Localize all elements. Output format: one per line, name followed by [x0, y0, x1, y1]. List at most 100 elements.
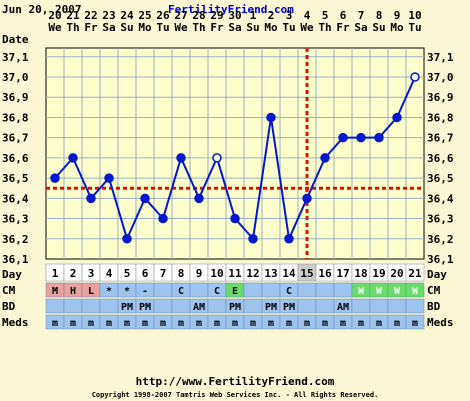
cm-value: E: [232, 286, 238, 297]
cm-value: L: [88, 286, 94, 297]
bd-cell: [81, 298, 101, 314]
day-cell: [405, 263, 425, 282]
meds-value: m: [286, 318, 292, 329]
temperature-point: [392, 112, 402, 123]
weekday-label: Th: [318, 21, 331, 34]
day-number: 19: [372, 267, 385, 280]
date-number: 22: [84, 9, 97, 22]
weekday-label: We: [174, 21, 188, 34]
cm-cell: [405, 282, 425, 298]
date-number: 5: [322, 9, 329, 22]
weekday-label: Th: [192, 21, 205, 34]
meds-value: m: [358, 318, 364, 329]
bd-value: PM: [265, 302, 277, 313]
cm-cell: [333, 282, 353, 298]
meds-value: m: [250, 318, 256, 329]
temperature-point: [374, 132, 384, 143]
weekday-label: Tu: [156, 21, 169, 34]
y-tick-label-right: 36,9: [427, 91, 454, 104]
bd-cell: [153, 298, 173, 314]
day-number: 20: [390, 267, 403, 280]
bd-cell: [63, 298, 83, 314]
footer-copyright: Copyright 1998-2007 Tamtris Web Services…: [91, 391, 379, 399]
temperature-point: [320, 153, 330, 163]
bd-value: PM: [139, 302, 151, 313]
footer-url[interactable]: http://www.FertilityFriend.com: [135, 375, 335, 388]
temperature-point: [284, 234, 294, 244]
meds-value: m: [88, 318, 94, 329]
cm-cell: [243, 282, 263, 298]
bd-cell: [243, 298, 263, 314]
cm-value: C: [286, 286, 292, 297]
weekday-label: Tu: [282, 21, 295, 34]
day-number: 21: [408, 267, 422, 280]
meds-value: m: [394, 318, 400, 329]
day-number: 14: [282, 267, 296, 280]
day-row-label: Day: [2, 268, 22, 281]
bd-cell: [351, 298, 371, 314]
cm-value: *: [106, 286, 112, 297]
bd-cell: [369, 298, 389, 314]
day-row-label-right: Day: [427, 268, 447, 281]
date-row-label: Date: [2, 33, 29, 46]
bd-cell: [207, 298, 227, 314]
day-number: 15: [300, 267, 313, 280]
day-number: 16: [318, 267, 332, 280]
meds-value: m: [106, 318, 112, 329]
meds-value: m: [142, 318, 148, 329]
temperature-point: [266, 112, 276, 123]
y-tick-label-left: 36,5: [2, 172, 29, 185]
y-tick-label-left: 36,1: [2, 253, 29, 266]
y-tick-label-right: 36,8: [427, 111, 454, 124]
meds-row-label-right: Meds: [427, 316, 454, 329]
cm-value: W: [358, 286, 365, 297]
plot-area: [45, 47, 425, 260]
temperature-point: [194, 193, 204, 204]
cm-cell: [297, 282, 317, 298]
y-tick-label-left: 36,2: [2, 233, 29, 246]
day-number: 12: [246, 267, 259, 280]
temperature-point: [338, 132, 348, 143]
temperature-point: [122, 234, 132, 244]
weekday-label: We: [48, 21, 62, 34]
day-number: 3: [88, 267, 95, 280]
day-number: 4: [106, 267, 113, 280]
cm-value: W: [394, 286, 401, 297]
weekday-label: Su: [372, 21, 385, 34]
date-number: 28: [192, 9, 205, 22]
date-number: 21: [66, 9, 80, 22]
bd-cell: [297, 298, 317, 314]
date-number: 29: [210, 9, 223, 22]
cm-row-label-right: CM: [427, 284, 441, 297]
y-tick-label-right: 36,7: [427, 132, 454, 145]
cm-value: W: [376, 286, 383, 297]
cm-value: H: [70, 286, 76, 297]
date-number: 10: [408, 9, 421, 22]
temperature-point: [50, 173, 60, 183]
date-number: 20: [48, 9, 61, 22]
temperature-point: [230, 213, 240, 224]
weekday-label: Fr: [84, 21, 98, 34]
y-tick-label-left: 36,4: [2, 192, 29, 205]
weekday-label: Su: [120, 21, 133, 34]
y-tick-label-right: 36,5: [427, 172, 454, 185]
site-title[interactable]: FertilityFriend.com: [168, 3, 294, 16]
temperature-point: [158, 213, 168, 224]
meds-value: m: [70, 318, 76, 329]
y-tick-label-left: 36,9: [2, 91, 29, 104]
meds-value: m: [178, 318, 184, 329]
date-number: 2: [268, 9, 275, 22]
y-tick-label-right: 37,0: [427, 71, 454, 84]
weekday-label: Fr: [210, 21, 224, 34]
bd-value: PM: [229, 302, 241, 313]
y-tick-label-right: 36,4: [427, 192, 454, 205]
temperature-point: [86, 193, 96, 204]
bd-value: AM: [193, 302, 205, 313]
date-number: 8: [376, 9, 383, 22]
date-number: 1: [250, 9, 257, 22]
meds-cell: [405, 314, 425, 330]
date-number: 9: [394, 9, 401, 22]
temperature-point: [410, 72, 420, 82]
day-number: 6: [142, 267, 149, 280]
